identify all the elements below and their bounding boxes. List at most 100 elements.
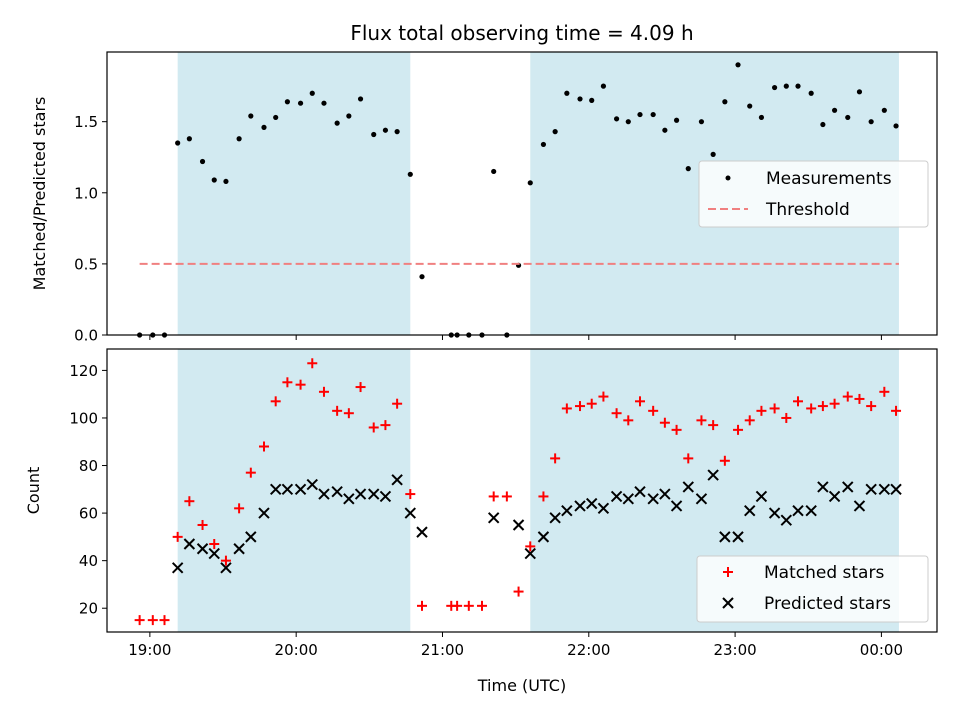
matched-stars-point	[648, 405, 659, 416]
predicted-stars-point	[574, 500, 586, 512]
predicted-stars-point	[597, 502, 610, 515]
matched-stars-point	[733, 424, 744, 435]
predicted-stars-point	[171, 562, 184, 574]
measurement-point	[600, 83, 607, 89]
measurement-point	[685, 166, 691, 172]
y-tick-label: 120	[69, 362, 98, 380]
matched-stars-point	[270, 396, 281, 407]
matched-stars-point	[793, 396, 804, 407]
predicted-stars-point	[233, 543, 245, 555]
matched-stars-point	[332, 405, 343, 416]
legend-matched-label: Matched stars	[764, 563, 884, 583]
measurement-point	[309, 90, 315, 96]
predicted-stars-point	[670, 500, 683, 512]
legend-matched-marker	[723, 567, 733, 577]
count-legend-box	[696, 555, 929, 623]
matched-stars-point	[405, 489, 416, 500]
matched-stars-point	[696, 415, 707, 426]
legend-measurements-label: Measurements	[766, 169, 892, 189]
x-tick-label: 00:00	[860, 641, 903, 659]
matched-stars-point	[756, 405, 767, 416]
predicted-stars-point	[659, 488, 671, 500]
measurement-point	[808, 90, 814, 96]
count-legend: Matched stars Predicted stars	[696, 555, 929, 623]
chart-title: Flux total observing time = 4.09 h	[350, 21, 693, 45]
measurement-point	[407, 171, 413, 177]
legend-predicted-label: Predicted stars	[764, 594, 891, 614]
predicted-stars-point	[647, 493, 659, 505]
legend-x-glyph	[722, 597, 734, 609]
matched-stars-point	[234, 503, 245, 514]
predicted-stars-point	[512, 519, 525, 531]
measurement-point	[346, 113, 352, 119]
predicted-stars-point	[561, 505, 573, 517]
ratio-marks	[137, 62, 899, 338]
measurement-point	[856, 89, 863, 95]
count-panel: Count Time (UTC) 20 40 60 80 100 120 19:00 20:0…	[24, 348, 938, 695]
measurement-point	[735, 62, 741, 68]
predicted-stars-point	[306, 478, 318, 491]
predicted-stars-point	[354, 488, 367, 500]
matched-stars-point	[781, 412, 792, 423]
x-tick-label: 20:00	[275, 641, 318, 659]
measurement-point	[175, 140, 181, 146]
measurement-point	[199, 158, 206, 165]
predicted-stars-point	[828, 490, 841, 503]
ratio-legend: Measurements Threshold	[698, 160, 929, 228]
predicted-stars-point	[379, 490, 392, 503]
measurement-point	[261, 124, 267, 130]
predicted-stars-point	[368, 488, 380, 500]
measurement-point	[881, 107, 887, 113]
matched-stars-point	[611, 408, 622, 419]
predicted-stars-point	[780, 514, 793, 526]
matched-stars-point	[220, 555, 231, 566]
predicted-stars-point	[610, 490, 623, 503]
predicted-stars-point	[416, 526, 428, 538]
matched-stars-point	[184, 496, 195, 507]
matched-stars-point	[392, 398, 403, 409]
matched-stars-point	[513, 586, 524, 597]
matched-stars-point	[159, 615, 170, 626]
matched-stars-point	[866, 401, 877, 412]
y-tick-label: 100	[69, 409, 98, 427]
measurement-point	[248, 113, 254, 119]
measurement-point	[419, 274, 425, 280]
measurement-point	[893, 123, 899, 129]
plot-frame	[106, 348, 938, 633]
y-tick-label: 20	[79, 600, 98, 618]
legend-threshold-label: Threshold	[765, 200, 850, 220]
measurement-point	[831, 107, 838, 113]
predicted-stars-point	[744, 505, 756, 517]
y-tick-label: 0.0	[74, 327, 98, 345]
measurement-point	[273, 114, 279, 121]
matched-stars-point	[368, 422, 379, 433]
matched-stars-point	[318, 386, 329, 397]
predicted-stars-point	[682, 481, 694, 493]
count-axes: 20 40 60 80 100 120 19:00 20:00 21:00 22:00 23:00 0…	[69, 348, 938, 659]
count-marks	[134, 358, 902, 626]
predicted-stars-point	[817, 481, 829, 493]
matched-stars-point	[463, 600, 474, 611]
measurement-point	[722, 99, 728, 105]
matched-stars-point	[258, 441, 269, 452]
measurement-point	[394, 129, 400, 135]
predicted-stars-point	[487, 512, 500, 524]
matched-stars-point	[172, 531, 183, 542]
predicted-stars-point	[537, 531, 550, 543]
predicted-stars-point	[878, 483, 891, 496]
matched-stars-point	[561, 403, 572, 414]
matched-stars-point	[538, 491, 549, 502]
predicted-stars-point	[294, 483, 307, 496]
matched-stars-point	[295, 379, 306, 390]
matched-stars-point	[854, 393, 865, 404]
matched-stars-point	[575, 401, 586, 412]
predicted-stars-point	[792, 505, 804, 517]
measurement-point	[297, 100, 304, 106]
measurement-point	[698, 119, 705, 125]
matched-stars-point	[134, 615, 145, 626]
predicted-stars-point	[695, 493, 708, 505]
matched-stars-point	[488, 491, 499, 502]
matched-stars-point	[817, 401, 828, 412]
matched-stars-point	[282, 377, 293, 388]
matched-stars-point	[147, 615, 158, 626]
